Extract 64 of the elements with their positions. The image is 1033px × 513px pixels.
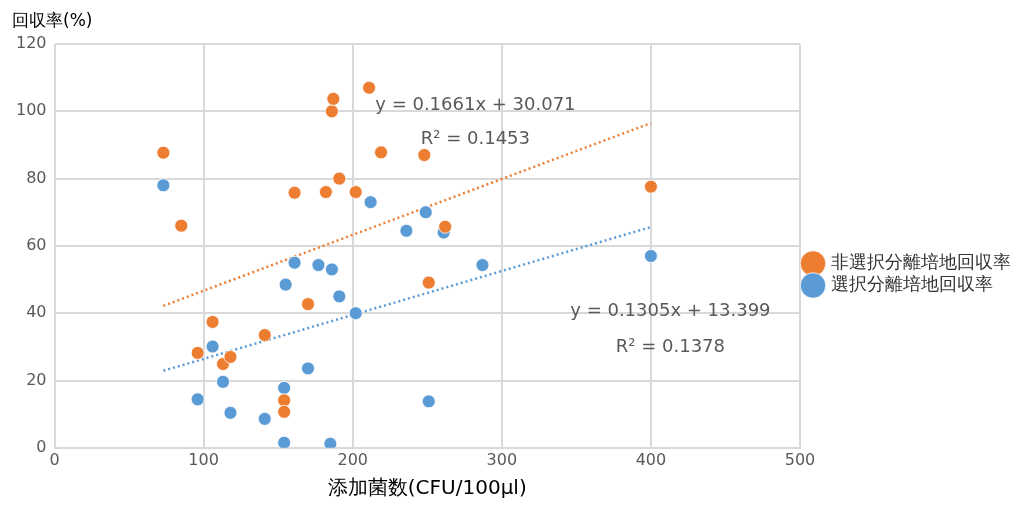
point: [324, 104, 339, 119]
point: [205, 339, 220, 354]
point: [323, 436, 338, 448]
point: [287, 185, 302, 200]
x-tick-label: 200: [337, 449, 368, 469]
y-tick-label: 40: [26, 302, 47, 322]
annotation: y = 0.1305x + 13.399: [570, 298, 771, 320]
point: [277, 381, 292, 395]
point: [363, 195, 378, 210]
x-tick-label: 100: [188, 449, 219, 469]
point: [418, 205, 433, 220]
point: [301, 361, 315, 376]
point: [257, 328, 272, 342]
annotation: R² = 0.1378: [615, 334, 726, 356]
point: [277, 435, 292, 448]
point: [362, 80, 377, 95]
point: [278, 277, 293, 292]
point: [326, 91, 341, 106]
point: [277, 393, 292, 408]
point: [421, 275, 436, 290]
point: [348, 306, 363, 321]
point: [417, 148, 432, 162]
annotation: y = 0.1661x + 30.071: [375, 92, 576, 114]
legend-label: 非選択分離培地回収率: [831, 251, 1011, 273]
point: [332, 171, 347, 186]
point: [421, 394, 436, 409]
x-tick-label: 0: [49, 449, 60, 469]
y-tick-label: 120: [15, 33, 47, 53]
y-tick-label: 80: [26, 167, 47, 187]
point: [301, 297, 315, 312]
point: [318, 185, 333, 199]
point: [644, 179, 658, 194]
point: [399, 223, 414, 238]
point: [223, 405, 238, 420]
point: [324, 262, 339, 277]
point: [332, 289, 347, 304]
point: [216, 374, 230, 389]
point: [257, 411, 272, 426]
point: [156, 145, 171, 160]
point: [644, 249, 658, 263]
y-tick-label: 100: [15, 100, 47, 120]
y-tick-label: 0: [36, 436, 47, 456]
point: [287, 255, 302, 270]
point: [475, 258, 490, 272]
point: [190, 392, 205, 407]
x-tick-label: 500: [784, 449, 816, 469]
x-tick-label: 300: [486, 449, 518, 469]
y-tick-label: 60: [26, 235, 47, 255]
point: [205, 315, 220, 329]
point: [156, 178, 171, 193]
x-axis-title: 添加菌数(CFU/100μl): [327, 475, 527, 500]
point: [438, 219, 453, 234]
y-tick-label: 20: [26, 369, 47, 389]
x-tick-label: 400: [635, 449, 667, 469]
point: [311, 258, 326, 272]
point: [374, 145, 388, 160]
y-axis-title: 回収率(%): [12, 10, 93, 31]
point: [174, 218, 189, 233]
point: [277, 404, 292, 419]
point: [223, 350, 238, 364]
point: [190, 346, 205, 360]
legend-label: 選択分離培地回収率: [831, 273, 993, 295]
annotation: R² = 0.1453: [420, 127, 531, 149]
point: [348, 185, 363, 199]
